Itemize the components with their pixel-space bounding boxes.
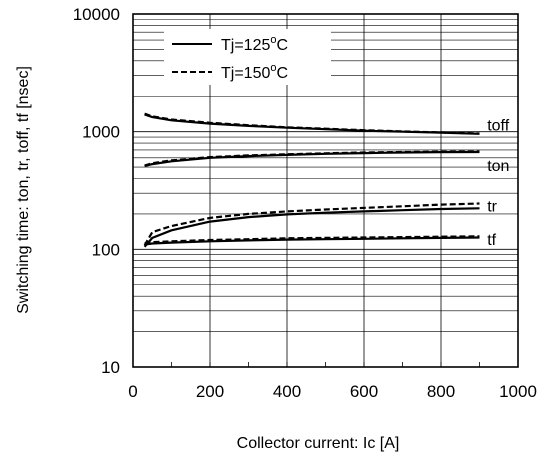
legend-box: [164, 29, 331, 85]
x-tick-label: 1000: [499, 382, 537, 401]
series-line-ton-150: [144, 150, 480, 167]
series-line-toff-125: [144, 113, 480, 135]
legend-label: Tj=125oC: [221, 34, 288, 54]
series-line-toff-150: [144, 112, 480, 135]
x-tick-label: 800: [427, 382, 455, 401]
x-tick-label: 0: [128, 382, 137, 401]
legend: Tj=125oC Tj=150oC: [164, 29, 331, 85]
x-tick-labels: 0 200 400 600 800 1000: [128, 382, 537, 401]
legend-label: Tj=150oC: [221, 62, 288, 82]
curve-label-toff: toff: [487, 118, 510, 135]
curve-label-tf: tf: [487, 232, 496, 249]
series-line-tf-125: [144, 236, 480, 246]
y-tick-label: 10: [101, 358, 120, 377]
curve-label-tr: tr: [487, 199, 497, 216]
y-tick-label: 1000: [82, 123, 120, 142]
y-tick-label: 100: [92, 240, 120, 259]
y-tick-labels: 10 100 1000 10000: [73, 5, 120, 377]
y-tick-label: 10000: [73, 5, 120, 24]
y-axis-label: Switching time: ton, tr, toff, tf [nsec]: [15, 66, 32, 314]
x-tick-label: 600: [350, 382, 378, 401]
series-line-tr-125: [143, 207, 480, 248]
series-line-tr-150: [143, 202, 480, 246]
series-line-tf-150: [144, 235, 480, 245]
x-tick-label: 200: [196, 382, 224, 401]
curve-labels: toff ton tr tf: [487, 118, 510, 250]
plot-area-frame: [132, 13, 519, 368]
x-tick-label: 400: [273, 382, 301, 401]
curves: [143, 112, 480, 248]
curve-label-ton: ton: [487, 158, 509, 175]
x-axis-label: Collector current: Ic [A]: [237, 435, 400, 452]
